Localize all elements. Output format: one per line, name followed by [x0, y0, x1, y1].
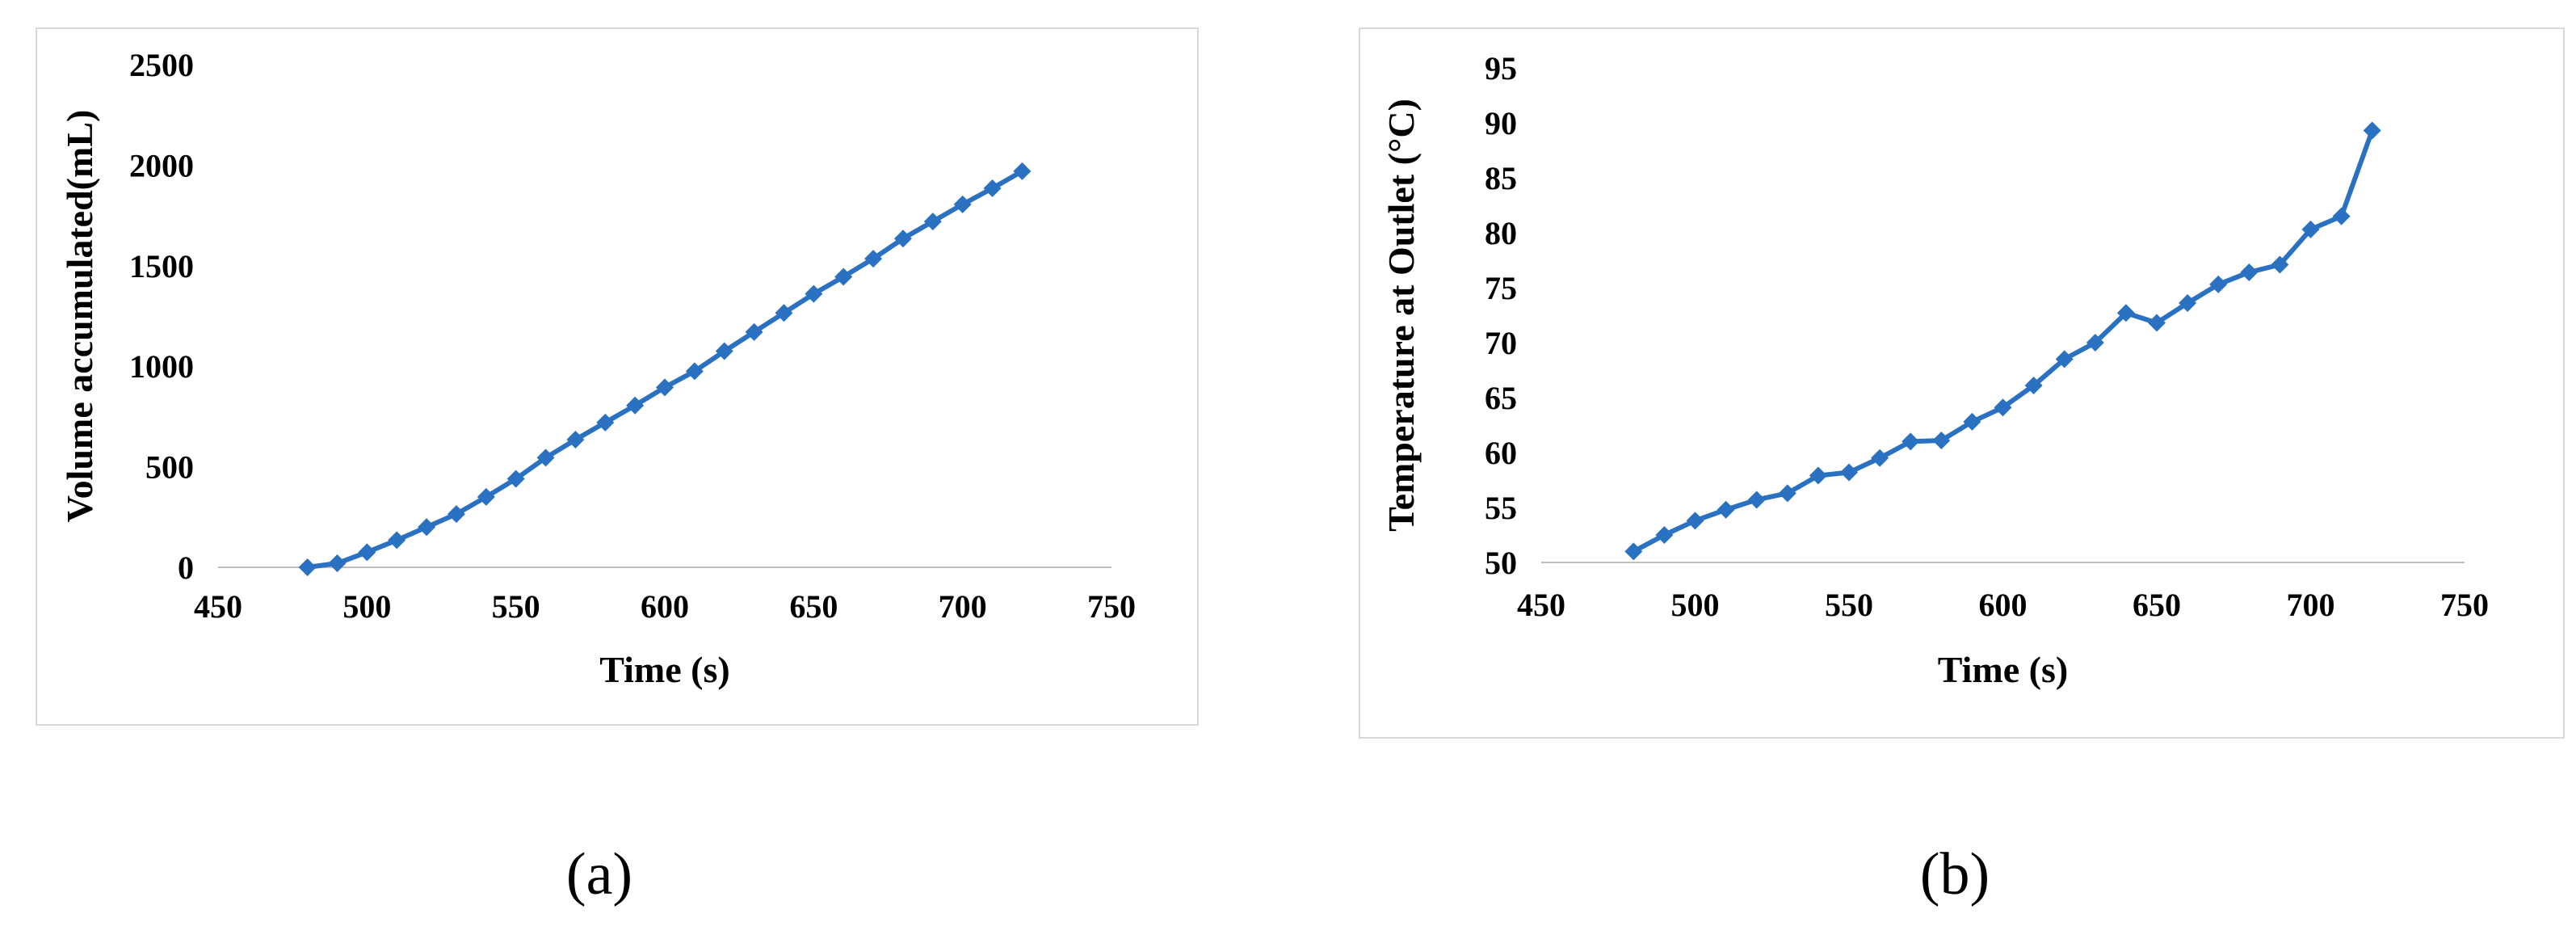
x-tick-label: 500	[1671, 587, 1720, 623]
x-tick-label: 650	[2133, 587, 2181, 623]
x-tick-label: 600	[641, 588, 689, 625]
data-point-marker	[2301, 220, 2320, 238]
x-tick-label: 500	[342, 588, 391, 625]
data-point-marker	[328, 554, 347, 573]
data-point-marker	[656, 378, 674, 397]
data-point-marker	[566, 431, 585, 449]
caption-b: (b)	[1919, 841, 1990, 908]
y-tick-label: 60	[1485, 435, 1517, 471]
data-point-marker	[864, 250, 883, 268]
chart-panel-b: 50 55 60 65 70 75 80 85 90 95 450 500 550 600 650 700 75…	[1359, 27, 2565, 739]
data-point-marker	[1902, 432, 1920, 451]
data-point-marker	[2086, 334, 2104, 352]
data-point-marker	[298, 558, 317, 576]
y-tick-label: 65	[1485, 380, 1517, 416]
data-point-marker	[2271, 255, 2289, 274]
data-point-marker	[1013, 162, 1032, 180]
y-tick-label: 70	[1485, 325, 1517, 361]
data-point-marker	[1871, 449, 1889, 467]
data-point-marker	[1717, 500, 1735, 519]
data-point-marker	[893, 230, 912, 248]
data-point-marker	[418, 518, 436, 537]
data-point-marker	[1655, 526, 1674, 544]
data-point-marker	[477, 487, 495, 506]
data-point-marker	[685, 362, 704, 381]
chart-panel-a: 0 500 1000 1500 2000 2500 450 500 550 600 650 700 75…	[36, 27, 1199, 726]
data-point-marker	[805, 284, 823, 303]
data-point-marker	[536, 449, 555, 467]
data-point-marker	[2332, 207, 2351, 225]
data-point-marker	[1686, 512, 1704, 530]
series-line	[307, 169, 1023, 570]
data-point-marker	[715, 342, 733, 360]
data-point-marker	[2148, 314, 2166, 332]
series-line	[1632, 129, 2375, 554]
data-point-marker	[358, 543, 376, 562]
x-tick-label: 550	[492, 588, 540, 625]
data-point-marker	[1624, 542, 1643, 561]
data-point-marker	[834, 267, 853, 286]
data-point-marker	[388, 531, 406, 550]
data-point-marker	[1963, 412, 1981, 431]
x-tick-label: 750	[1087, 588, 1136, 625]
y-tick-label: 75	[1485, 270, 1517, 306]
x-axis-title: Time (s)	[1938, 649, 2068, 690]
data-point-marker	[626, 396, 645, 415]
data-point-marker	[2116, 304, 2135, 322]
data-point-marker	[1747, 491, 1766, 509]
y-axis-title: Volume accumulated(mL)	[59, 110, 100, 523]
x-tick-label: 450	[194, 588, 242, 625]
y-axis-title: Temperature at Outlet (°C)	[1380, 99, 1422, 532]
y-tick-label: 80	[1485, 215, 1517, 251]
data-point-marker	[1840, 463, 1858, 482]
data-point-marker	[953, 195, 972, 213]
data-point-marker	[983, 179, 1002, 198]
data-point-marker	[1809, 466, 1827, 485]
data-point-marker	[745, 322, 763, 341]
x-tick-label: 700	[2287, 587, 2335, 623]
y-tick-label: 0	[178, 550, 194, 586]
x-tick-label: 650	[789, 588, 838, 625]
x-tick-label: 550	[1825, 587, 1873, 623]
data-point-marker	[2240, 263, 2259, 281]
data-point-marker	[2179, 294, 2197, 313]
x-tick-label: 450	[1517, 587, 1565, 623]
data-point-marker	[596, 413, 615, 432]
data-point-marker	[2363, 121, 2381, 140]
data-point-marker	[1994, 398, 2012, 417]
caption-a: (a)	[565, 841, 633, 908]
y-tick-label: 1500	[129, 248, 194, 284]
data-point-marker	[506, 470, 525, 488]
data-point-marker	[2024, 377, 2043, 395]
data-point-marker	[775, 304, 793, 322]
x-tick-label: 700	[939, 588, 987, 625]
y-tick-label: 500	[145, 449, 194, 486]
y-tick-label: 95	[1485, 50, 1517, 86]
data-point-marker	[923, 213, 942, 231]
y-tick-label: 2500	[129, 47, 194, 83]
chart-b-svg: 50 55 60 65 70 75 80 85 90 95 450 500 550 600 650 700 75…	[1380, 50, 2489, 690]
y-tick-label: 85	[1485, 160, 1517, 196]
y-tick-label: 55	[1485, 490, 1517, 526]
x-axis-title: Time (s)	[599, 649, 729, 690]
y-tick-label: 90	[1485, 105, 1517, 141]
y-tick-label: 50	[1485, 545, 1517, 581]
data-point-marker	[2209, 275, 2228, 293]
data-point-marker	[2055, 350, 2074, 369]
data-point-marker	[447, 505, 465, 524]
data-point-marker	[1932, 432, 1951, 450]
x-tick-label: 750	[2440, 587, 2489, 623]
x-tick-label: 600	[1979, 587, 2028, 623]
y-tick-label: 1000	[129, 348, 194, 385]
y-tick-label: 2000	[129, 147, 194, 183]
data-point-marker	[1778, 484, 1796, 503]
chart-a-svg: 0 500 1000 1500 2000 2500 450 500 550 600 650 700 75…	[59, 47, 1136, 690]
